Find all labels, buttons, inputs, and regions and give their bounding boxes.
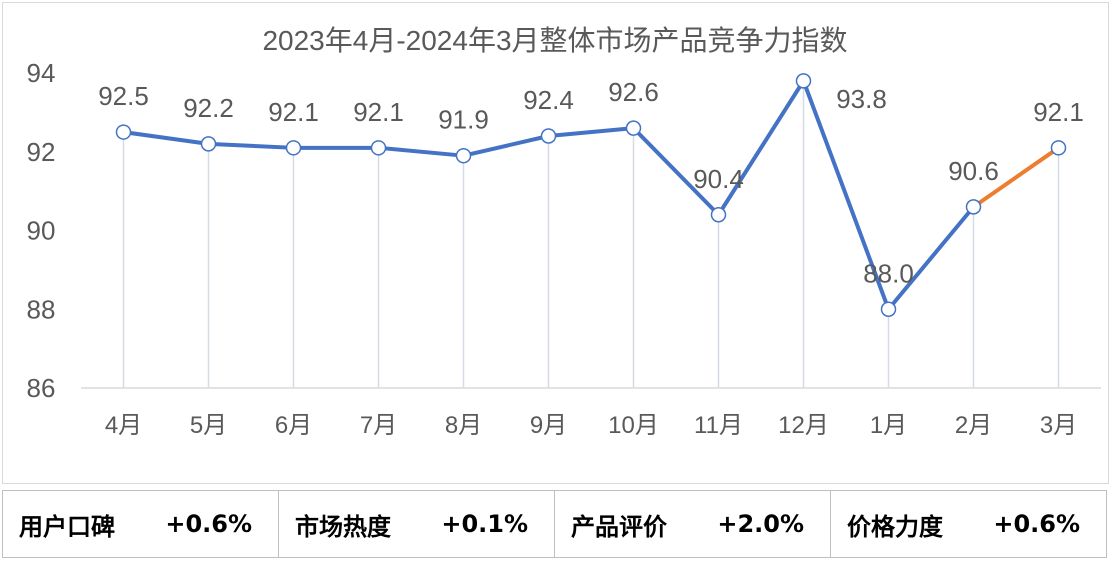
- y-tick-label: 94: [27, 58, 56, 88]
- stat-price-strength: 价格力度 +0.6%: [831, 491, 1106, 557]
- series-segment: [886, 204, 976, 312]
- series-segment-highlight: [971, 145, 1061, 209]
- data-point: [965, 199, 982, 215]
- series-segment: [121, 130, 211, 146]
- x-tick-label: 10月: [608, 412, 659, 439]
- x-tick-label: 11月: [694, 412, 743, 439]
- stat-value: +2.0%: [717, 510, 804, 538]
- stat-product-rating: 产品评价 +2.0%: [555, 491, 831, 557]
- y-tick-label: 86: [27, 373, 56, 403]
- chart-area: 2023年4月-2024年3月整体市场产品竞争力指数 86 88 90 92 94 92.5…: [2, 2, 1109, 484]
- stat-label: 用户口碑: [19, 512, 115, 541]
- data-point: [625, 120, 642, 136]
- data-label: 92.1: [1033, 97, 1084, 127]
- data-point: [880, 301, 897, 317]
- stats-bar: 用户口碑 +0.6% 市场热度 +0.1% 产品评价 +2.0% 价格力度 +0…: [2, 490, 1107, 558]
- x-tick-label: 4月: [105, 412, 142, 439]
- data-label: 92.2: [183, 93, 234, 123]
- x-tick-label: 8月: [445, 412, 482, 439]
- series-segment: [631, 126, 721, 217]
- stat-value: +0.6%: [993, 510, 1080, 538]
- line-chart: 2023年4月-2024年3月整体市场产品竞争力指数 86 88 90 92 94 92.5…: [27, 25, 1101, 439]
- data-point: [115, 124, 132, 140]
- data-label: 93.8: [836, 84, 887, 114]
- data-point: [200, 136, 217, 152]
- series-segment: [801, 78, 891, 312]
- stat-value: +0.1%: [441, 510, 528, 538]
- data-label: 92.4: [523, 85, 574, 115]
- x-tick-label: 2月: [955, 412, 992, 439]
- stat-value: +0.6%: [165, 510, 252, 538]
- data-label: 92.5: [98, 81, 149, 111]
- stat-label: 价格力度: [847, 512, 943, 541]
- series-segment: [716, 78, 806, 217]
- data-label: 92.6: [608, 77, 659, 107]
- stat-label: 市场热度: [295, 512, 391, 541]
- data-label: 92.1: [353, 97, 404, 127]
- data-point: [285, 140, 302, 156]
- data-point: [1050, 140, 1067, 156]
- stat-label: 产品评价: [571, 512, 667, 541]
- data-point: [370, 140, 387, 156]
- data-point: [540, 128, 557, 144]
- data-label: 90.4: [693, 164, 744, 194]
- x-tick-label: 7月: [360, 412, 397, 439]
- data-label: 88.0: [863, 258, 914, 288]
- y-tick-label: 90: [27, 216, 56, 246]
- series-segment: [376, 145, 466, 158]
- x-tick-label: 12月: [778, 412, 829, 439]
- stat-user-reputation: 用户口碑 +0.6%: [3, 491, 279, 557]
- data-label: 92.1: [268, 97, 319, 127]
- data-label: 90.6: [948, 156, 999, 186]
- data-point: [455, 147, 472, 164]
- x-tick-label: 9月: [530, 412, 567, 439]
- stat-market-heat: 市场热度 +0.1%: [279, 491, 555, 557]
- x-tick-label: 6月: [275, 412, 312, 439]
- y-tick-label: 92: [27, 137, 56, 167]
- chart-title: 2023年4月-2024年3月整体市场产品竞争力指数: [262, 25, 847, 56]
- x-tick-label: 1月: [870, 412, 907, 439]
- data-point: [710, 207, 727, 223]
- data-point: [795, 73, 812, 89]
- data-label: 91.9: [438, 105, 489, 135]
- x-tick-label: 3月: [1040, 412, 1077, 439]
- series-segment: [546, 126, 636, 138]
- series-segment: [206, 141, 296, 150]
- series-segment: [461, 134, 551, 158]
- x-tick-label: 5月: [190, 412, 227, 439]
- y-tick-label: 88: [27, 294, 56, 324]
